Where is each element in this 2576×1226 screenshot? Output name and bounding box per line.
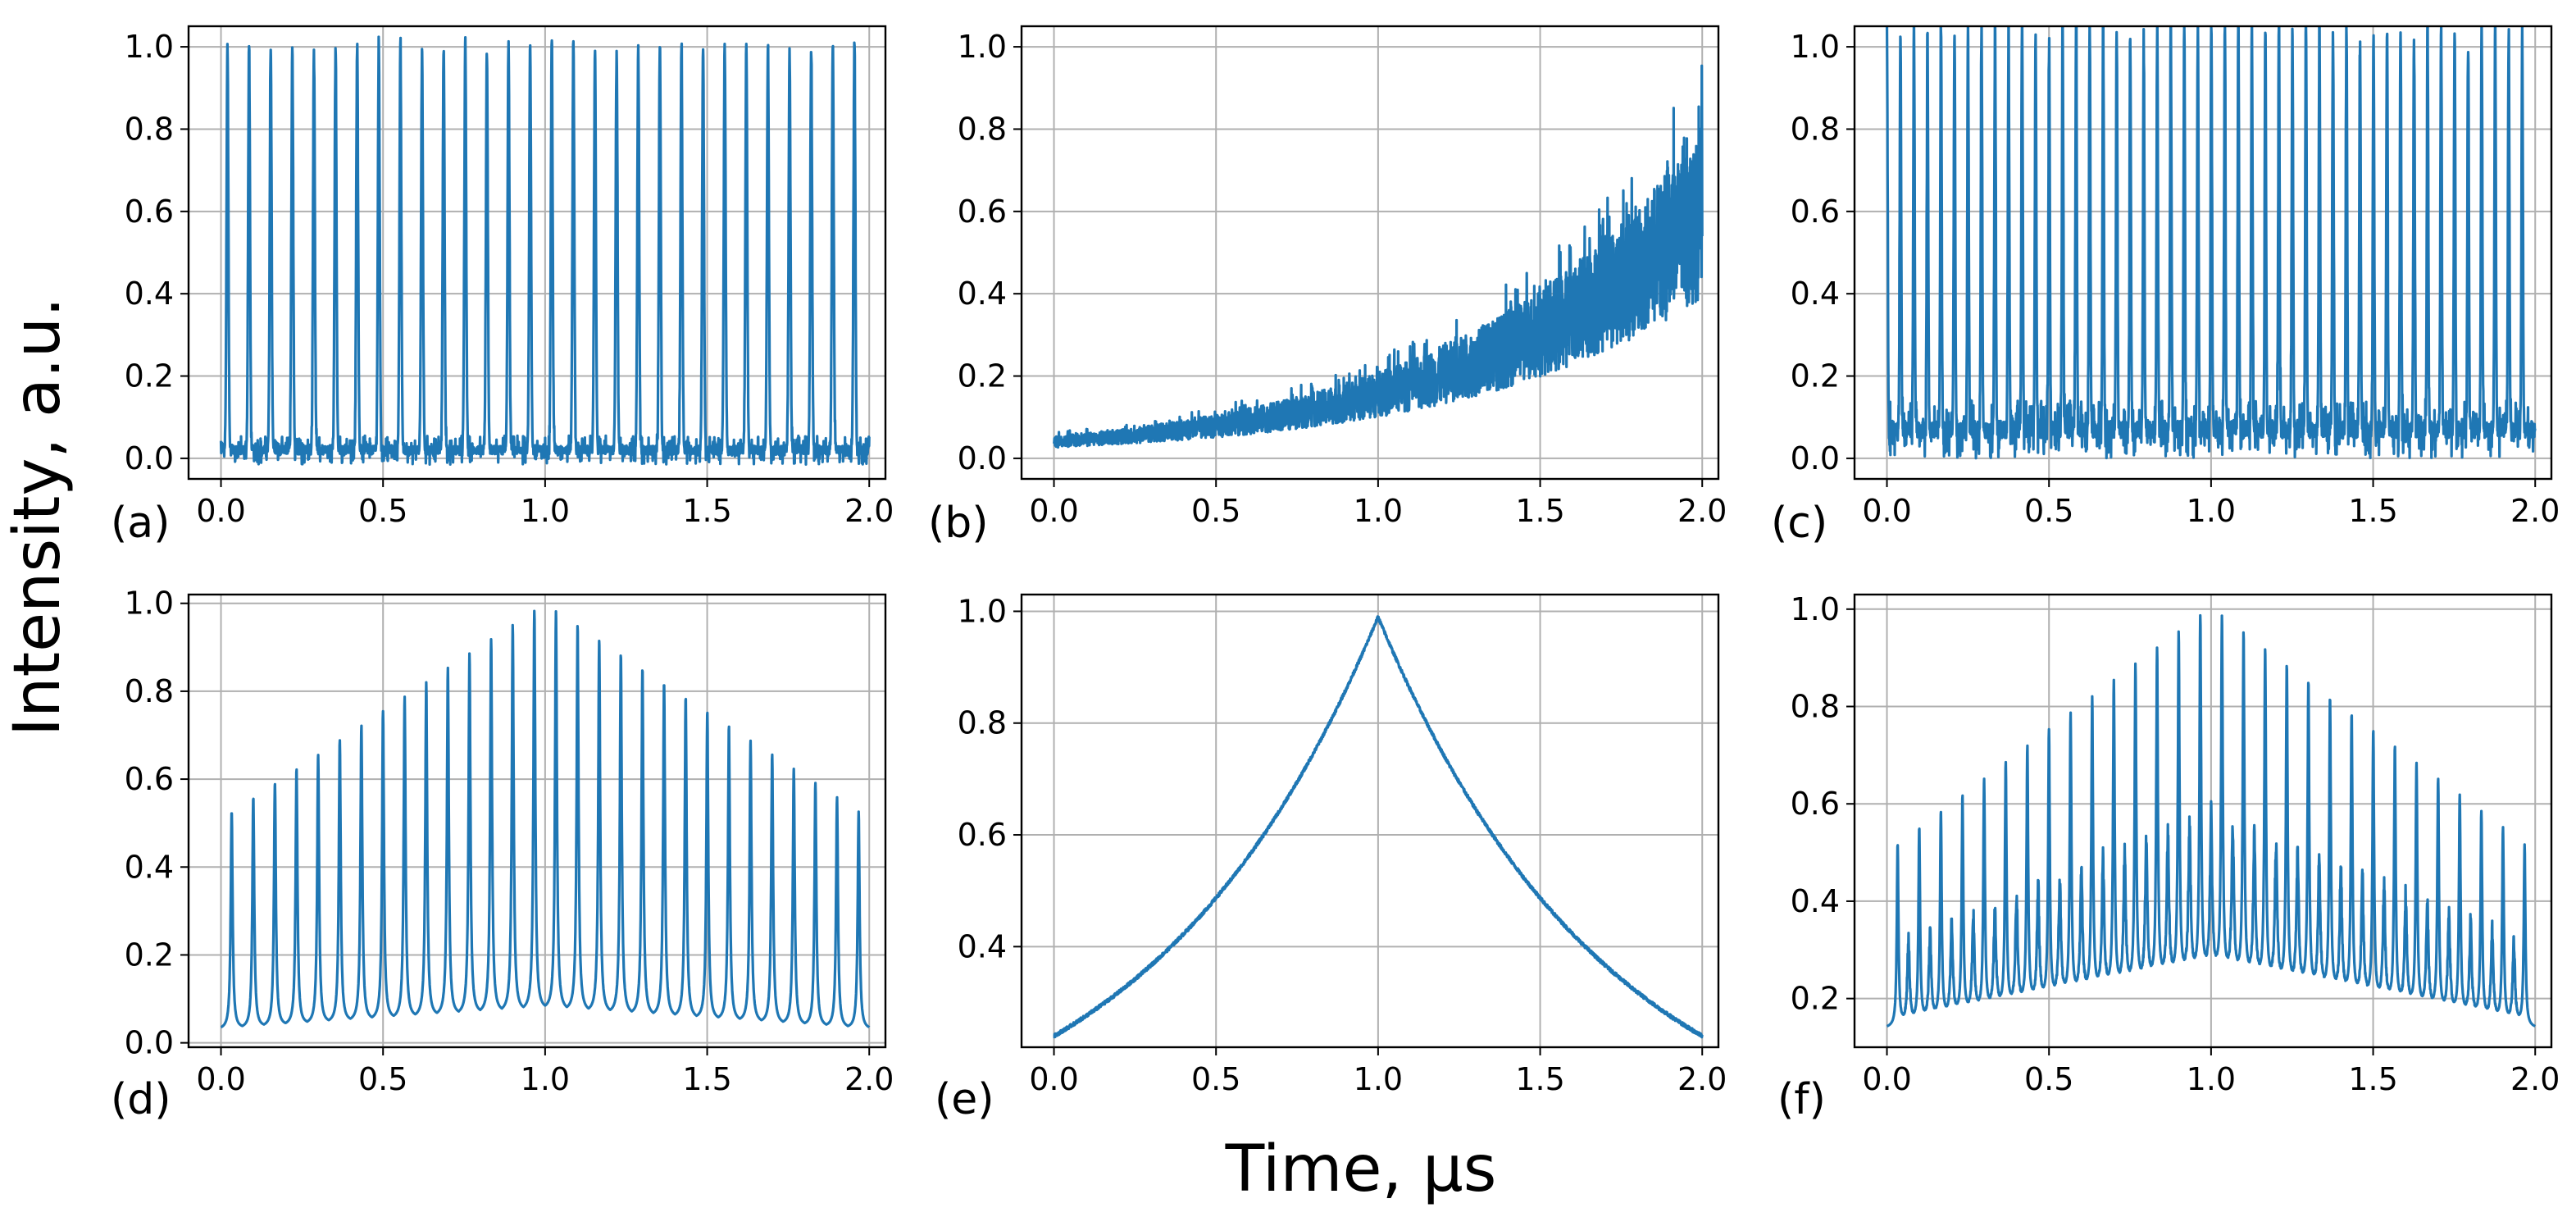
panel-label-d: (d) [111, 1075, 171, 1124]
x-tick-label: 0.5 [1191, 493, 1240, 529]
x-tick-label: 2.0 [1677, 1061, 1727, 1097]
panels-group: 0.0 0.5 1.0 1.5 2.00.00.20.40.60.81.0(a) 0.0 0… [111, 25, 2560, 1124]
x-tick-label: 1.5 [2348, 1061, 2397, 1097]
y-tick-label: 0.2 [125, 358, 174, 394]
y-tick-label: 0.8 [125, 111, 174, 147]
y-tick-label: 0.2 [958, 358, 1007, 394]
y-tick-label: 0.8 [958, 111, 1007, 147]
x-tick-label: 1.5 [2348, 493, 2397, 529]
x-tick-label: 2.0 [2510, 493, 2560, 529]
x-tick-label: 0.0 [1862, 493, 1911, 529]
series-line-d [220, 609, 871, 1029]
x-tick-label: 1.0 [1354, 493, 1403, 529]
x-tick-label: 1.5 [682, 1061, 731, 1097]
x-tick-label: 0.0 [1862, 1061, 1911, 1097]
y-tick-label: 0.4 [1791, 883, 1840, 919]
y-tick-label: 1.0 [958, 593, 1007, 629]
y-tick-label: 0.0 [1791, 440, 1840, 476]
series-line-f [1886, 613, 2537, 1028]
panel-a: 0.0 0.5 1.0 1.5 2.0 0.0 0.2 0.4 0.6 0.8 1.0 (a) [111, 25, 894, 548]
y-tick-label: 1.0 [958, 29, 1007, 65]
x-tick-label: 0.5 [2024, 1061, 2073, 1097]
y-tick-label: 0.6 [958, 194, 1007, 230]
x-tick-label: 1.5 [1515, 493, 1564, 529]
y-tick-label: 0.4 [958, 928, 1007, 964]
panel-label-c: (c) [1771, 499, 1827, 548]
series-line-a [219, 35, 871, 466]
x-tick-label: 1.0 [2187, 493, 2236, 529]
y-tick-label: 1.0 [1791, 29, 1840, 65]
x-tick-label: 2.0 [2510, 1061, 2560, 1097]
plot-frame [1853, 25, 2553, 481]
x-tick-label: 0.5 [358, 493, 407, 529]
y-tick-label: 0.4 [125, 849, 174, 885]
series-line-e [1053, 615, 1704, 1039]
x-tick-label: 0.0 [196, 493, 245, 529]
y-tick-label: 0.2 [125, 937, 174, 973]
y-tick-label: 1.0 [1791, 591, 1840, 627]
x-tick-label: 2.0 [844, 493, 894, 529]
y-tick-label: 0.8 [125, 673, 174, 709]
y-tick-label: 1.0 [125, 29, 174, 65]
series-line-c [1885, 26, 2537, 460]
x-tick-label: 1.0 [521, 493, 570, 529]
y-tick-label: 0.8 [1791, 689, 1840, 725]
x-tick-label: 0.0 [1029, 1061, 1078, 1097]
x-tick-label: 1.0 [1354, 1061, 1403, 1097]
y-tick-label: 0.0 [958, 440, 1007, 476]
y-tick-label: 0.2 [1791, 981, 1840, 1017]
y-tick-label: 0.6 [125, 761, 174, 797]
plot-frame [1020, 593, 1720, 1049]
panel-label-b: (b) [928, 499, 989, 548]
panel-e: 0.0 0.5 1.0 1.5 2.0 0.4 0.6 0.8 1.0 (e) [935, 593, 1727, 1124]
y-tick-label: 0.0 [125, 1025, 174, 1061]
x-tick-label: 1.5 [1515, 1061, 1564, 1097]
x-tick-label: 0.5 [1191, 1061, 1240, 1097]
panel-c: 0.0 0.5 1.0 1.5 2.0 0.0 0.2 0.4 0.6 0.8 1.0 (c) [1771, 25, 2560, 548]
y-tick-label: 0.4 [125, 276, 174, 312]
panel-label-e: (e) [935, 1075, 994, 1124]
y-tick-label: 0.4 [958, 276, 1007, 312]
x-tick-label: 1.0 [521, 1061, 570, 1097]
y-tick-label: 0.6 [958, 817, 1007, 853]
x-tick-label: 2.0 [844, 1061, 894, 1097]
y-tick-label: 0.2 [1791, 358, 1840, 394]
x-tick-label: 0.0 [1029, 493, 1078, 529]
x-tick-label: 1.0 [2187, 1061, 2236, 1097]
plot-frame [187, 593, 887, 1049]
panel-f: 0.0 0.5 1.0 1.5 2.0 0.2 0.4 0.6 0.8 1.0 (f) [1777, 591, 2560, 1124]
y-tick-label: 0.4 [1791, 276, 1840, 312]
y-tick-label: 0.8 [1791, 111, 1840, 147]
x-tick-label: 0.5 [2024, 493, 2073, 529]
y-tick-label: 0.6 [1791, 786, 1840, 822]
plot-frame [1020, 25, 1720, 481]
plot-frame [187, 25, 887, 481]
y-tick-label: 0.8 [958, 705, 1007, 741]
y-tick-label: 0.6 [1791, 194, 1840, 230]
y-tick-label: 0.0 [125, 440, 174, 476]
panel-b: 0.0 0.5 1.0 1.5 2.0 0.0 0.2 0.4 0.6 0.8 1.0 (b) [928, 25, 1727, 548]
plot-frame [1853, 593, 2553, 1049]
panel-label-f: (f) [1777, 1075, 1826, 1124]
panel-d: 0.0 0.5 1.0 1.5 2.0 0.0 0.2 0.4 0.6 0.8 1.0 (d) [111, 586, 894, 1124]
y-tick-label: 0.6 [125, 194, 174, 230]
series-line-b [1052, 64, 1704, 449]
y-tick-label: 1.0 [125, 586, 174, 622]
figure-x-axis-title: Time, μs [1225, 1133, 1497, 1206]
x-tick-label: 1.5 [682, 493, 731, 529]
panel-label-a: (a) [111, 499, 170, 548]
figure-y-axis-title: Intensity, a.u. [1, 297, 75, 736]
x-tick-label: 2.0 [1677, 493, 1727, 529]
x-tick-label: 0.0 [196, 1061, 245, 1097]
x-tick-label: 0.5 [358, 1061, 407, 1097]
